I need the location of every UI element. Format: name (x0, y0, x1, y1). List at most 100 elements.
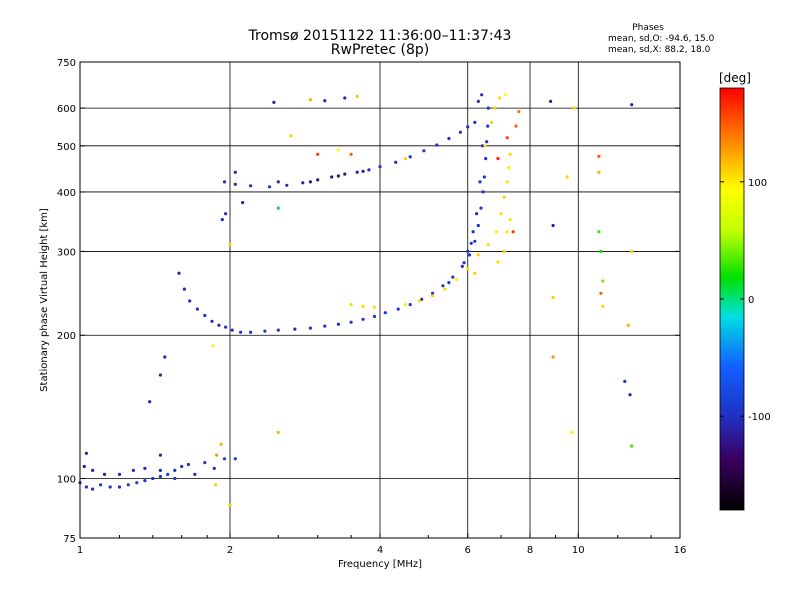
echo-point (455, 277, 459, 281)
echo-point (308, 98, 312, 102)
echo-point (241, 201, 245, 205)
echo-point (480, 93, 484, 97)
echo-point (330, 175, 334, 179)
echo-point (213, 483, 218, 487)
echo-point (601, 304, 605, 308)
echo-point (276, 180, 280, 184)
echo-point (143, 466, 147, 470)
echo-point (323, 99, 327, 103)
echo-point (494, 230, 498, 234)
echo-point (108, 485, 112, 489)
echo-point (211, 344, 215, 348)
echo-point (508, 218, 512, 222)
echo-point (479, 206, 483, 210)
echo-point (417, 299, 422, 303)
echo-point (224, 325, 228, 329)
echo-point (396, 307, 400, 311)
x-tick-label: 6 (465, 545, 471, 556)
echo-point (173, 468, 177, 472)
echo-point (349, 152, 353, 156)
echo-point (505, 180, 509, 184)
echo-point (117, 472, 122, 476)
y-ticks: 75 100 200 300 400 500 600 750 (57, 58, 680, 545)
echo-point (431, 291, 435, 295)
echo-point (217, 323, 221, 327)
echo-point (486, 106, 490, 110)
echo-point (233, 182, 237, 186)
grid-lines (80, 62, 680, 538)
x-ticks: 1 2 4 6 8 10 16 (77, 533, 686, 556)
echo-point (91, 487, 95, 491)
echo-point (458, 130, 462, 134)
echo-point (336, 322, 340, 326)
echo-point (195, 307, 199, 311)
colorbar-tick-label: 100 (748, 178, 767, 189)
y-tick-label: 500 (57, 142, 76, 153)
echo-point (117, 485, 122, 489)
y-tick-label: 600 (57, 104, 76, 115)
echo-point (193, 472, 197, 476)
echo-point (263, 329, 267, 333)
echo-point (499, 212, 503, 216)
echo-point (222, 180, 227, 184)
echo-point (308, 326, 312, 330)
echo-point (131, 468, 135, 472)
echo-point (343, 96, 347, 100)
echo-point (447, 281, 451, 285)
echo-point (349, 303, 353, 307)
echo-point (460, 264, 464, 268)
echo-point (490, 120, 494, 124)
echo-point (228, 243, 232, 247)
chart-subtitle: RwPretec (8p) (331, 42, 429, 58)
echo-point (378, 165, 382, 169)
echo-point (599, 291, 603, 295)
echo-point (336, 148, 340, 152)
echo-point (188, 299, 192, 303)
echo-point (597, 154, 601, 158)
echo-point (484, 157, 488, 161)
echo-point (466, 267, 470, 271)
echo-point (212, 466, 216, 470)
echo-point (143, 479, 147, 483)
echo-point (476, 223, 480, 228)
echo-point (361, 317, 365, 321)
echo-point (84, 451, 88, 455)
echo-point (177, 271, 181, 275)
y-tick-label: 200 (57, 331, 76, 342)
y-tick-label: 750 (57, 58, 76, 69)
echo-point (215, 453, 219, 457)
echo-point (486, 124, 490, 128)
echo-point (451, 275, 455, 279)
chart-title: Tromsø 20151122 11:36:00–11:37:43 (248, 28, 512, 44)
echo-point (158, 453, 162, 457)
echo-point (473, 120, 477, 124)
x-tick-label: 4 (377, 545, 383, 556)
echo-point (203, 461, 207, 465)
echo-point (514, 124, 518, 128)
echo-point (361, 304, 365, 308)
x-axis-label: Frequency [MHz] (338, 559, 422, 570)
echo-point (505, 230, 509, 234)
echo-point (403, 157, 408, 161)
echo-point (630, 103, 634, 107)
echo-point (151, 476, 155, 481)
echo-point (276, 430, 280, 434)
echo-point (447, 136, 451, 141)
echo-point (308, 180, 312, 184)
y-tick-label: 300 (57, 247, 76, 258)
echo-point (597, 230, 601, 234)
y-axis-label: Stationary phase Virtual Height [km] (39, 208, 50, 392)
echo-point (473, 271, 477, 275)
echo-point (82, 464, 86, 469)
echo-point (182, 287, 186, 291)
data-points (78, 93, 634, 507)
echo-point (507, 166, 511, 170)
echo-point (502, 195, 506, 199)
echo-point (626, 323, 630, 327)
echo-point (441, 284, 445, 288)
echo-point (466, 125, 470, 129)
echo-point (224, 212, 228, 216)
echo-point (84, 485, 88, 489)
echo-point (551, 295, 555, 300)
